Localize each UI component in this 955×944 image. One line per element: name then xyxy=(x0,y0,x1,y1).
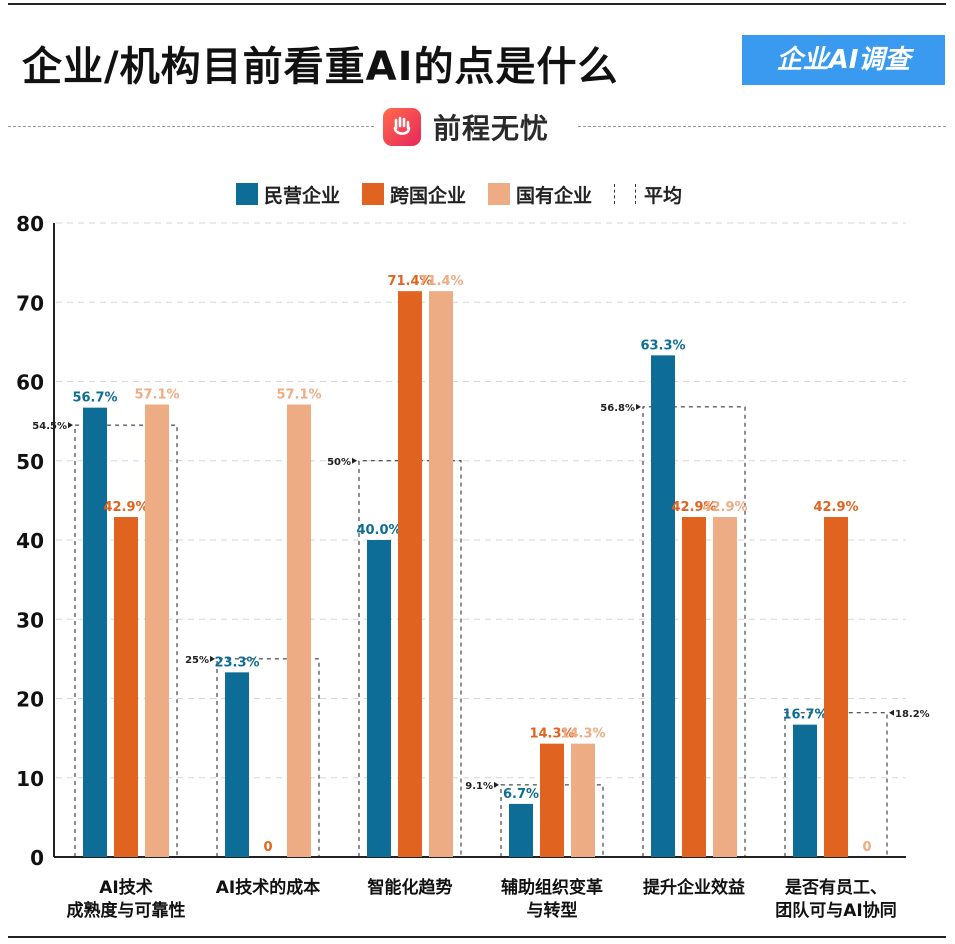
bar-value-label: 23.3% xyxy=(214,655,259,670)
average-label: 56.8% xyxy=(600,403,635,414)
bar-state xyxy=(145,404,169,857)
legend-label-multinational: 跨国企业 xyxy=(390,184,467,207)
legend-item-average: 平均 xyxy=(614,181,682,208)
average-arrow xyxy=(68,422,73,429)
bar-value-label: 63.3% xyxy=(640,338,685,353)
average-label: 25% xyxy=(185,655,209,666)
legend-swatch-state xyxy=(488,183,511,205)
y-tick-label: 80 xyxy=(16,212,44,236)
bar-multinational xyxy=(682,517,706,857)
x-category-label: 团队可与AI协同 xyxy=(775,900,896,921)
average-label: 18.2% xyxy=(895,709,930,720)
bar-private xyxy=(793,724,817,857)
bar-private xyxy=(225,672,249,857)
bar-value-label: 71.4% xyxy=(418,274,463,289)
bar-value-label: 56.7% xyxy=(72,391,117,406)
average-label: 9.1% xyxy=(465,781,493,792)
legend-item-private: 民营企业 xyxy=(236,181,340,208)
average-outline xyxy=(216,658,320,857)
average-outline xyxy=(74,424,178,857)
bar-value-label: 14.3% xyxy=(529,727,574,742)
bar-private xyxy=(83,407,107,857)
top-rule xyxy=(8,3,946,5)
bar-multinational xyxy=(398,291,422,857)
x-category-label: 成熟度与可靠性 xyxy=(67,900,186,921)
bar-value-label: 0 xyxy=(263,840,272,855)
average-arrow xyxy=(210,655,215,662)
bar-value-label: 42.9% xyxy=(103,500,148,515)
bar-value-label: 57.1% xyxy=(276,387,321,402)
average-outline xyxy=(358,460,462,857)
x-category-label: 与转型 xyxy=(527,900,578,921)
bar-state xyxy=(571,743,595,857)
average-outline xyxy=(642,406,746,857)
chart-legend: 民营企业 跨国企业 国有企业 平均 xyxy=(236,180,704,208)
bar-value-label: 57.1% xyxy=(134,387,179,402)
legend-swatch-average xyxy=(614,184,637,204)
bar-state xyxy=(713,517,737,857)
average-label: 50% xyxy=(327,457,351,468)
brand-name: 前程无忧 xyxy=(433,112,550,145)
y-tick-label: 70 xyxy=(16,291,44,315)
average-arrow xyxy=(494,781,499,788)
bar-multinational xyxy=(114,517,138,857)
legend-label-state: 国有企业 xyxy=(516,184,593,207)
x-category-label: AI技术 xyxy=(99,877,152,898)
legend-item-multinational: 跨国企业 xyxy=(362,181,466,208)
bar-value-label: 0 xyxy=(862,840,871,855)
bar-multinational xyxy=(540,743,564,857)
bar-state xyxy=(429,291,453,857)
bar-state xyxy=(287,404,311,857)
brand-logo-icon xyxy=(383,108,421,146)
bar-value-label: 71.4% xyxy=(387,274,432,289)
bar-value-label: 42.9% xyxy=(671,500,716,515)
bar-multinational xyxy=(824,517,848,857)
y-tick-label: 20 xyxy=(16,688,44,712)
average-arrow xyxy=(636,403,641,410)
divider-left xyxy=(8,126,374,127)
average-arrow xyxy=(889,709,894,716)
legend-label-private: 民营企业 xyxy=(264,184,341,207)
legend-swatch-private xyxy=(236,183,258,205)
bar-value-label: 42.9% xyxy=(813,500,858,515)
bar-value-label: 16.7% xyxy=(782,708,827,723)
page-title: 企业/机构目前看重AI的点是什么 xyxy=(22,44,619,90)
bottom-rule xyxy=(8,936,946,938)
brand: 前程无忧 xyxy=(383,106,549,148)
bar-value-label: 40.0% xyxy=(356,523,401,538)
y-tick-label: 60 xyxy=(16,371,44,395)
average-label: 54.5% xyxy=(32,421,67,432)
y-tick-label: 50 xyxy=(16,450,44,474)
bar-value-label: 42.9% xyxy=(702,500,747,515)
bar-private xyxy=(367,540,391,857)
x-category-label: 辅助组织变革 xyxy=(501,877,603,898)
y-tick-label: 40 xyxy=(16,529,44,553)
survey-tag: 企业AI调查 xyxy=(742,35,945,85)
y-tick-label: 10 xyxy=(16,767,44,791)
x-category-label: 智能化趋势 xyxy=(368,877,453,898)
average-arrow xyxy=(352,457,357,464)
bar-private xyxy=(509,803,533,857)
legend-item-state: 国有企业 xyxy=(488,181,592,208)
x-category-label: 是否有员工、 xyxy=(785,877,887,898)
x-category-label: AI技术的成本 xyxy=(216,877,320,898)
y-tick-label: 0 xyxy=(30,846,44,870)
bar-value-label: 6.7% xyxy=(503,787,539,802)
legend-label-average: 平均 xyxy=(644,184,683,207)
x-category-label: 提升企业效益 xyxy=(643,877,745,898)
divider-right xyxy=(578,126,946,127)
bar-value-label: 14.3% xyxy=(560,727,605,742)
bar-private xyxy=(651,355,675,857)
legend-swatch-multinational xyxy=(362,183,385,205)
y-tick-label: 30 xyxy=(16,608,44,632)
